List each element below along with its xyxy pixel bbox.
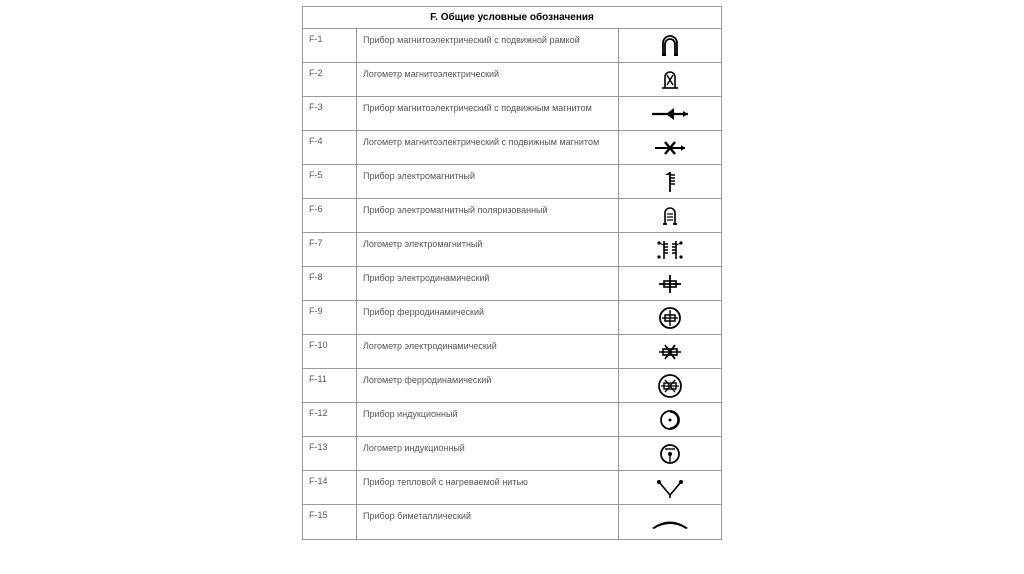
table-row: F-6 Прибор электромагнитный поляризованн… — [303, 199, 721, 233]
row-code: F-9 — [303, 301, 357, 334]
row-desc: Прибор электромагнитный поляризованный — [357, 199, 619, 232]
symbol-arrow-triangle-icon — [619, 97, 721, 130]
row-code: F-3 — [303, 97, 357, 130]
row-desc: Логометр электромагнитный — [357, 233, 619, 266]
row-code: F-5 — [303, 165, 357, 198]
table-row: F-11 Логометр ферродинамический — [303, 369, 721, 403]
symbol-rect-x-icon — [619, 335, 721, 368]
symbol-arrow-cross-icon — [619, 131, 721, 164]
symbol-circle-dot-icon — [619, 437, 721, 470]
table-row: F-15 Прибор биметаллический — [303, 505, 721, 539]
row-desc: Прибор индукционный — [357, 403, 619, 436]
symbol-double-coil-icon — [619, 233, 721, 266]
row-desc: Логометр магнитоэлектрический — [357, 63, 619, 96]
table-title: F. Общие условные обозначения — [303, 7, 721, 29]
table-row: F-3 Прибор магнитоэлектрический с подвиж… — [303, 97, 721, 131]
symbol-arc-band-icon — [619, 505, 721, 539]
row-desc: Логометр магнитоэлектрический с подвижны… — [357, 131, 619, 164]
row-code: F-10 — [303, 335, 357, 368]
row-code: F-6 — [303, 199, 357, 232]
symbol-coil-flag-icon — [619, 165, 721, 198]
symbol-horseshoe-cross-icon — [619, 63, 721, 96]
symbol-horseshoe-icon — [619, 29, 721, 62]
table-row: F-2 Логометр магнитоэлектрический — [303, 63, 721, 97]
symbol-circle-rect-icon — [619, 301, 721, 334]
symbol-table: F. Общие условные обозначения F-1 Прибор… — [302, 6, 722, 540]
row-desc: Прибор электродинамический — [357, 267, 619, 300]
table-row: F-12 Прибор индукционный — [303, 403, 721, 437]
row-code: F-13 — [303, 437, 357, 470]
row-desc: Прибор ферродинамический — [357, 301, 619, 334]
table-row: F-14 Прибор тепловой с нагреваемой нитью — [303, 471, 721, 505]
table-row: F-1 Прибор магнитоэлектрический с подвиж… — [303, 29, 721, 63]
row-desc: Прибор электромагнитный — [357, 165, 619, 198]
row-code: F-12 — [303, 403, 357, 436]
row-code: F-4 — [303, 131, 357, 164]
row-desc: Прибор биметаллический — [357, 505, 619, 539]
table-row: F-8 Прибор электродинамический — [303, 267, 721, 301]
table-row: F-13 Логометр индукционный — [303, 437, 721, 471]
symbol-horseshoe-coil-icon — [619, 199, 721, 232]
row-code: F-8 — [303, 267, 357, 300]
table-row: F-9 Прибор ферродинамический — [303, 301, 721, 335]
row-code: F-15 — [303, 505, 357, 539]
row-code: F-2 — [303, 63, 357, 96]
symbol-rect-cross-icon — [619, 267, 721, 300]
symbol-circle-half-icon — [619, 403, 721, 436]
symbol-circle-rect-x-icon — [619, 369, 721, 402]
row-code: F-14 — [303, 471, 357, 504]
table-row: F-4 Логометр магнитоэлектрический с подв… — [303, 131, 721, 165]
row-code: F-1 — [303, 29, 357, 62]
row-desc: Прибор тепловой с нагреваемой нитью — [357, 471, 619, 504]
row-desc: Логометр электродинамический — [357, 335, 619, 368]
row-code: F-7 — [303, 233, 357, 266]
row-code: F-11 — [303, 369, 357, 402]
row-desc: Прибор магнитоэлектрический с подвижной … — [357, 29, 619, 62]
table-row: F-10 Логометр электродинамический — [303, 335, 721, 369]
symbol-v-wire-icon — [619, 471, 721, 504]
row-desc: Логометр ферродинамический — [357, 369, 619, 402]
row-desc: Прибор магнитоэлектрический с подвижным … — [357, 97, 619, 130]
table-row: F-5 Прибор электромагнитный — [303, 165, 721, 199]
row-desc: Логометр индукционный — [357, 437, 619, 470]
table-row: F-7 Логометр электромагнитный — [303, 233, 721, 267]
